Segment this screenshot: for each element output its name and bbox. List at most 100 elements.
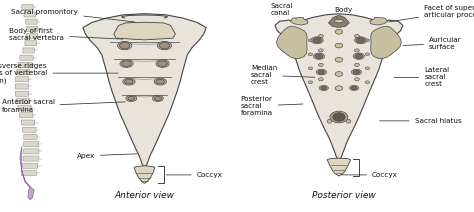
Ellipse shape xyxy=(319,78,323,81)
FancyBboxPatch shape xyxy=(26,19,37,24)
Ellipse shape xyxy=(125,79,133,84)
Ellipse shape xyxy=(155,96,161,100)
Ellipse shape xyxy=(122,61,131,66)
Text: Median
sacral
crest: Median sacral crest xyxy=(251,65,315,85)
Ellipse shape xyxy=(330,111,348,123)
Ellipse shape xyxy=(156,60,169,67)
Ellipse shape xyxy=(355,78,359,81)
Ellipse shape xyxy=(353,53,365,59)
Polygon shape xyxy=(114,22,175,40)
Ellipse shape xyxy=(355,49,359,52)
FancyBboxPatch shape xyxy=(25,41,36,46)
FancyBboxPatch shape xyxy=(24,12,36,17)
Ellipse shape xyxy=(351,86,357,90)
FancyBboxPatch shape xyxy=(23,156,38,161)
Ellipse shape xyxy=(349,85,359,91)
Polygon shape xyxy=(290,17,308,25)
Text: Sacral promontory: Sacral promontory xyxy=(11,9,135,22)
Ellipse shape xyxy=(335,57,343,62)
Ellipse shape xyxy=(120,60,133,67)
Polygon shape xyxy=(370,17,388,25)
Text: Posterior
sacral
foramina: Posterior sacral foramina xyxy=(240,96,303,116)
Ellipse shape xyxy=(355,37,367,44)
Ellipse shape xyxy=(319,35,323,38)
FancyBboxPatch shape xyxy=(22,163,37,168)
Polygon shape xyxy=(83,14,206,167)
Text: Body: Body xyxy=(335,7,353,18)
Text: Posterior view: Posterior view xyxy=(312,191,375,200)
Ellipse shape xyxy=(308,53,313,56)
Ellipse shape xyxy=(315,54,323,59)
Polygon shape xyxy=(327,158,351,176)
Text: Transverse ridges
(sites of vertebral
fusion): Transverse ridges (sites of vertebral fu… xyxy=(0,63,118,84)
Ellipse shape xyxy=(365,81,369,84)
Polygon shape xyxy=(276,26,307,59)
Ellipse shape xyxy=(333,113,345,121)
Text: Auricular
surface: Auricular surface xyxy=(403,37,462,50)
Text: Anterior view: Anterior view xyxy=(115,191,174,200)
Ellipse shape xyxy=(123,78,135,85)
Polygon shape xyxy=(371,26,401,59)
Ellipse shape xyxy=(308,67,313,70)
FancyBboxPatch shape xyxy=(20,113,33,118)
Ellipse shape xyxy=(157,41,172,50)
FancyBboxPatch shape xyxy=(21,120,35,125)
FancyBboxPatch shape xyxy=(23,127,36,132)
FancyBboxPatch shape xyxy=(21,170,36,176)
Ellipse shape xyxy=(365,39,369,42)
Ellipse shape xyxy=(327,119,332,123)
FancyBboxPatch shape xyxy=(18,106,31,111)
FancyBboxPatch shape xyxy=(27,26,38,31)
Polygon shape xyxy=(20,146,34,200)
FancyBboxPatch shape xyxy=(17,98,30,103)
Ellipse shape xyxy=(365,53,369,56)
Ellipse shape xyxy=(321,86,327,90)
Ellipse shape xyxy=(355,63,359,67)
FancyBboxPatch shape xyxy=(23,48,34,53)
FancyBboxPatch shape xyxy=(20,55,33,60)
FancyBboxPatch shape xyxy=(17,70,30,75)
Text: Coccyx: Coccyx xyxy=(342,172,398,178)
FancyBboxPatch shape xyxy=(26,33,37,39)
Ellipse shape xyxy=(334,20,344,23)
Ellipse shape xyxy=(159,42,170,49)
Ellipse shape xyxy=(126,95,137,102)
Ellipse shape xyxy=(351,69,362,75)
Text: Sacral hiatus: Sacral hiatus xyxy=(380,118,462,124)
Text: Apex: Apex xyxy=(76,153,137,159)
Ellipse shape xyxy=(313,53,325,59)
Text: Sacral
canal: Sacral canal xyxy=(271,3,296,19)
FancyBboxPatch shape xyxy=(24,142,39,147)
Ellipse shape xyxy=(335,86,343,91)
Ellipse shape xyxy=(128,96,135,100)
Ellipse shape xyxy=(156,79,164,84)
Ellipse shape xyxy=(356,38,365,43)
FancyBboxPatch shape xyxy=(18,62,31,67)
Polygon shape xyxy=(328,15,349,28)
Ellipse shape xyxy=(335,72,343,76)
Ellipse shape xyxy=(346,119,351,123)
Text: Body of first
sacral vertebra: Body of first sacral vertebra xyxy=(9,28,123,42)
FancyBboxPatch shape xyxy=(15,84,28,89)
Ellipse shape xyxy=(365,67,369,70)
Ellipse shape xyxy=(313,38,321,43)
FancyBboxPatch shape xyxy=(22,5,33,10)
Ellipse shape xyxy=(355,54,363,59)
Ellipse shape xyxy=(308,39,313,42)
FancyBboxPatch shape xyxy=(24,149,39,154)
Ellipse shape xyxy=(118,41,132,50)
Ellipse shape xyxy=(319,49,323,52)
Ellipse shape xyxy=(158,61,167,66)
Ellipse shape xyxy=(335,29,343,34)
Ellipse shape xyxy=(319,85,328,91)
FancyBboxPatch shape xyxy=(16,91,29,96)
Ellipse shape xyxy=(311,37,323,44)
Ellipse shape xyxy=(153,95,163,102)
Ellipse shape xyxy=(319,63,323,67)
Text: Lateral
sacral
crest: Lateral sacral crest xyxy=(394,67,449,87)
Ellipse shape xyxy=(355,35,359,38)
Ellipse shape xyxy=(316,69,327,75)
Polygon shape xyxy=(134,166,155,183)
Ellipse shape xyxy=(119,42,130,49)
Text: Anterior sacral
foramina: Anterior sacral foramina xyxy=(1,99,125,113)
